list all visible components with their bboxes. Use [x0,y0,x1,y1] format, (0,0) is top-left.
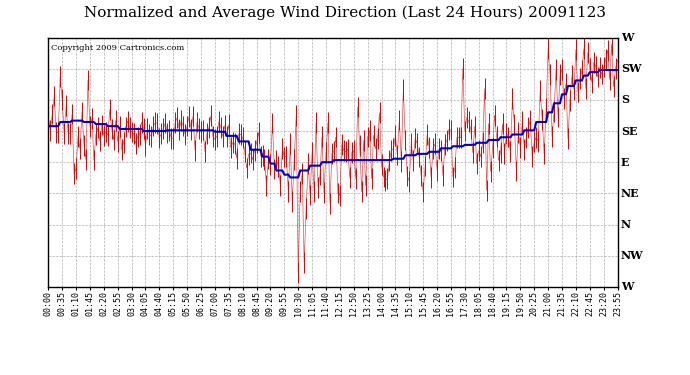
Text: NW: NW [621,250,644,261]
Text: NE: NE [621,188,640,199]
Text: W: W [621,32,633,43]
Text: SW: SW [621,63,642,74]
Text: N: N [621,219,631,230]
Text: SE: SE [621,126,638,136]
Text: Copyright 2009 Cartronics.com: Copyright 2009 Cartronics.com [51,44,184,52]
Text: S: S [621,94,629,105]
Text: E: E [621,157,629,168]
Text: W: W [621,281,633,292]
Text: Normalized and Average Wind Direction (Last 24 Hours) 20091123: Normalized and Average Wind Direction (L… [84,6,606,20]
